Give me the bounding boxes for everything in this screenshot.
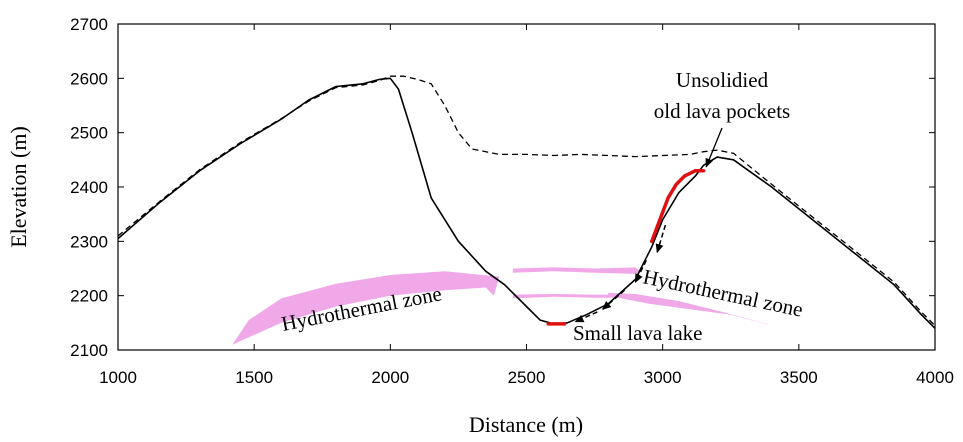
- x-tick-label: 1500: [235, 368, 273, 387]
- hydrothermal-zone-1: [608, 292, 832, 346]
- profile-lines: [117, 75, 936, 329]
- annotation-pointer-arrow: [705, 127, 723, 168]
- flow-arrow-0: [655, 224, 667, 254]
- x-tick-label: 3500: [780, 368, 818, 387]
- lava-segment-1: [650, 168, 706, 244]
- y-tick-label: 2200: [70, 287, 108, 306]
- flow-arrow-1: [634, 260, 647, 283]
- y-tick-label: 2300: [70, 232, 108, 251]
- x-tick-label: 2000: [371, 368, 409, 387]
- flow-arrows: [574, 224, 667, 323]
- y-tick-label: 2400: [70, 178, 108, 197]
- y-tick-label: 2100: [70, 341, 108, 360]
- flow-arrow-2: [601, 289, 626, 310]
- y-axis-ticks: 2100 2200 2300 2400 2500 2600 2700: [70, 15, 935, 360]
- y-tick-label: 2500: [70, 124, 108, 143]
- lava-segments: [546, 168, 706, 326]
- hydrothermal-zone-0: [232, 271, 500, 345]
- x-axis-ticks: 1000 1500 2000 2500 3000 3500 4000: [99, 24, 954, 387]
- annotation-old-lava-pockets: old lava pockets: [654, 99, 790, 123]
- x-axis-title: Distance (m): [469, 412, 583, 437]
- x-tick-label: 4000: [916, 368, 954, 387]
- solid-profile-line: [117, 77, 936, 329]
- x-tick-label: 1000: [99, 368, 137, 387]
- y-tick-label: 2600: [70, 69, 108, 88]
- plot-frame: [117, 23, 936, 351]
- x-tick-label: 2500: [508, 368, 546, 387]
- flow-arrow-3: [574, 311, 598, 323]
- annotation-small-lava-lake: Small lava lake: [573, 321, 702, 345]
- y-tick-label: 2700: [70, 15, 108, 34]
- hydrothermal-zone-2: [512, 267, 641, 274]
- x-tick-label: 3000: [644, 368, 682, 387]
- hydrothermal-zones: [232, 267, 832, 346]
- hydrothermal-zone-3: [512, 294, 630, 299]
- dashed-profile-line: [117, 75, 936, 327]
- annotation-unsolidied: Unsolidied: [676, 68, 769, 92]
- y-axis-title: Elevation (m): [6, 126, 31, 248]
